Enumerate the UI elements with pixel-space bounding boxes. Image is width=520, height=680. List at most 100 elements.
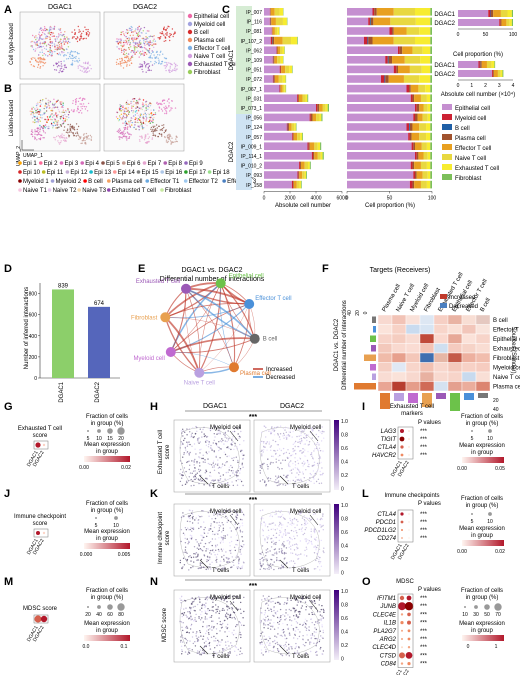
legend-a-swatch [188, 54, 192, 58]
abs-bar-segment [292, 181, 293, 189]
sample-label: IP_010_2 [241, 164, 263, 170]
summary-abs-segment [492, 70, 493, 77]
frac-circle [87, 430, 89, 432]
f-receiver-bar [408, 393, 418, 403]
prop-bar-segment [430, 8, 432, 16]
abs-bar-segment [314, 152, 318, 160]
prop-bar-segment [430, 18, 432, 26]
gene-dot-dgac2 [405, 602, 413, 610]
panel-i-frac-title-2: in group (%) [466, 421, 499, 427]
legend-c-swatch [442, 144, 452, 150]
abs-bar-segment [297, 133, 300, 141]
panel-k-annot-t-1: T cells [212, 568, 229, 574]
gene-dot-dgac2 [408, 646, 410, 648]
summary-abs-tick: 4 [512, 83, 515, 89]
abs-bar-segment [307, 94, 308, 102]
summary-prop-segment [501, 10, 508, 17]
prop-bar-segment [419, 75, 430, 83]
prop-bar-segment [410, 133, 412, 141]
legend-b-swatch [137, 170, 141, 174]
legend-a-swatch [188, 70, 192, 74]
f-tick-top: 40 [347, 310, 353, 316]
abs-bar-segment [272, 37, 274, 45]
panel-n-annot-myeloid-2: Myeloid cell [290, 595, 321, 601]
frac-circle [484, 604, 490, 610]
f-receiver-bar [380, 393, 390, 409]
abs-bar-segment [317, 104, 319, 112]
f-row-label: Epithelial cell [493, 337, 520, 343]
f-cell [406, 344, 420, 354]
prop-bar-segment [411, 85, 419, 93]
abs-bar-segment [283, 46, 285, 54]
prop-bar-segment [417, 104, 420, 112]
abs-bar-segment [264, 56, 273, 64]
f-cell [462, 353, 476, 363]
prop-tick: 0 [346, 195, 349, 201]
frac-tick: 5 [471, 519, 474, 525]
prop-bar-segment [374, 8, 377, 16]
pval-stars: *** [420, 621, 428, 627]
f-cell [434, 344, 448, 354]
prop-bar-segment [402, 46, 412, 54]
abs-bar-segment [294, 133, 298, 141]
frac-circle [494, 603, 501, 610]
prop-bar-segment [419, 104, 423, 112]
gene-dot-dgac1 [401, 537, 403, 539]
panel-h-annot-myeloid-1: Myeloid cell [210, 425, 241, 431]
abs-bar-segment [326, 104, 328, 112]
legend-b-label: Epi 10 [23, 170, 41, 176]
f-cell [420, 325, 434, 335]
panel-j-colorbar [84, 543, 130, 549]
prop-bar-segment [430, 66, 432, 74]
f-cell [448, 325, 462, 335]
pval-stars: *** [420, 653, 428, 659]
gene-dot-dgac1 [400, 445, 403, 448]
panel-i-mean-title-1: Mean expression [459, 443, 505, 449]
legend-b-label: Epi 17 [189, 170, 207, 176]
summary-abs-segment [502, 70, 503, 77]
legend-b-label: B cell [88, 179, 103, 185]
legend-b-swatch [184, 170, 188, 174]
panel-l-letter: L [362, 488, 369, 500]
panel-g-colorbar [84, 456, 130, 462]
gene-label: JUNB [379, 604, 396, 610]
abs-bar-segment [274, 56, 277, 64]
prop-bar-segment [412, 142, 414, 150]
f-cell [448, 334, 462, 344]
panel-h-side-label-1: Exhausted T cell [158, 430, 164, 474]
gene-label: HAVCR2 [372, 453, 397, 459]
f-tick-bottom: 40 [493, 407, 499, 413]
f-cell [448, 363, 462, 373]
sample-label: IP_007 [246, 10, 262, 16]
node-plasma-cell [229, 362, 239, 372]
frac-circle [87, 606, 89, 608]
abs-bar-segment [264, 171, 297, 179]
prop-bar-segment [430, 123, 432, 131]
gene-dot-dgac2 [408, 454, 409, 455]
legend-b-swatch [80, 161, 84, 165]
gene-dot-dgac2 [408, 638, 411, 641]
dotplot-frame [398, 510, 413, 542]
panel-c-abs-small-xlabel: Absolute cell number (×10⁴) [441, 91, 515, 98]
sample-label: IP_067_1 [241, 87, 263, 93]
node-fibroblast [160, 312, 170, 322]
gene-label: ARG2 [379, 637, 397, 643]
abs-bar-segment [318, 142, 320, 150]
f-receiver-bar [450, 393, 460, 411]
f-cell [392, 363, 406, 373]
gene-dot-dgac2 [408, 446, 409, 447]
f-cell [448, 372, 462, 382]
prop-bar-segment [430, 46, 432, 54]
prop-bar-segment [412, 123, 419, 131]
prop-bar-segment [414, 162, 421, 170]
legend-b-label: Epi 2 [44, 161, 58, 167]
f-row-label: Effector T cell [493, 328, 520, 334]
prop-bar-segment [347, 142, 412, 150]
prop-bar-segment [430, 75, 432, 83]
f-cell [392, 334, 406, 344]
abs-bar-segment [264, 37, 271, 45]
frac-tick: 30 [473, 612, 479, 618]
frac-tick: 10 [462, 612, 468, 618]
